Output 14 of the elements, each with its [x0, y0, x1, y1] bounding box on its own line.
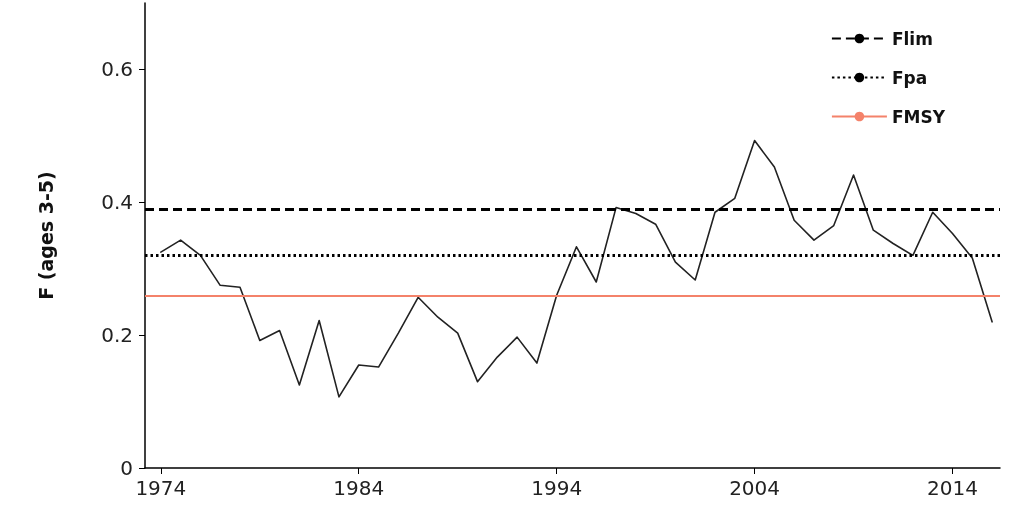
x-tick-label: 1994	[531, 476, 583, 500]
x-tick-label: 1984	[333, 476, 385, 500]
legend-label: Flim	[891, 28, 933, 49]
line-series	[160, 139, 993, 398]
x-tick-label: 2004	[729, 476, 781, 500]
x-tick-label: 2014	[927, 476, 978, 500]
legend-label: Fpa	[891, 67, 928, 88]
y-axis-title: F (ages 3-5)	[34, 171, 57, 300]
legend-label: FMSY	[891, 106, 946, 127]
y-tick-label: 0.6	[101, 57, 133, 82]
y-tick-label: 0.4	[101, 190, 133, 215]
y-tick-label: 0.2	[101, 323, 133, 348]
y-tick-label: 0	[120, 456, 133, 480]
x-tick-label: 1974	[135, 476, 187, 500]
